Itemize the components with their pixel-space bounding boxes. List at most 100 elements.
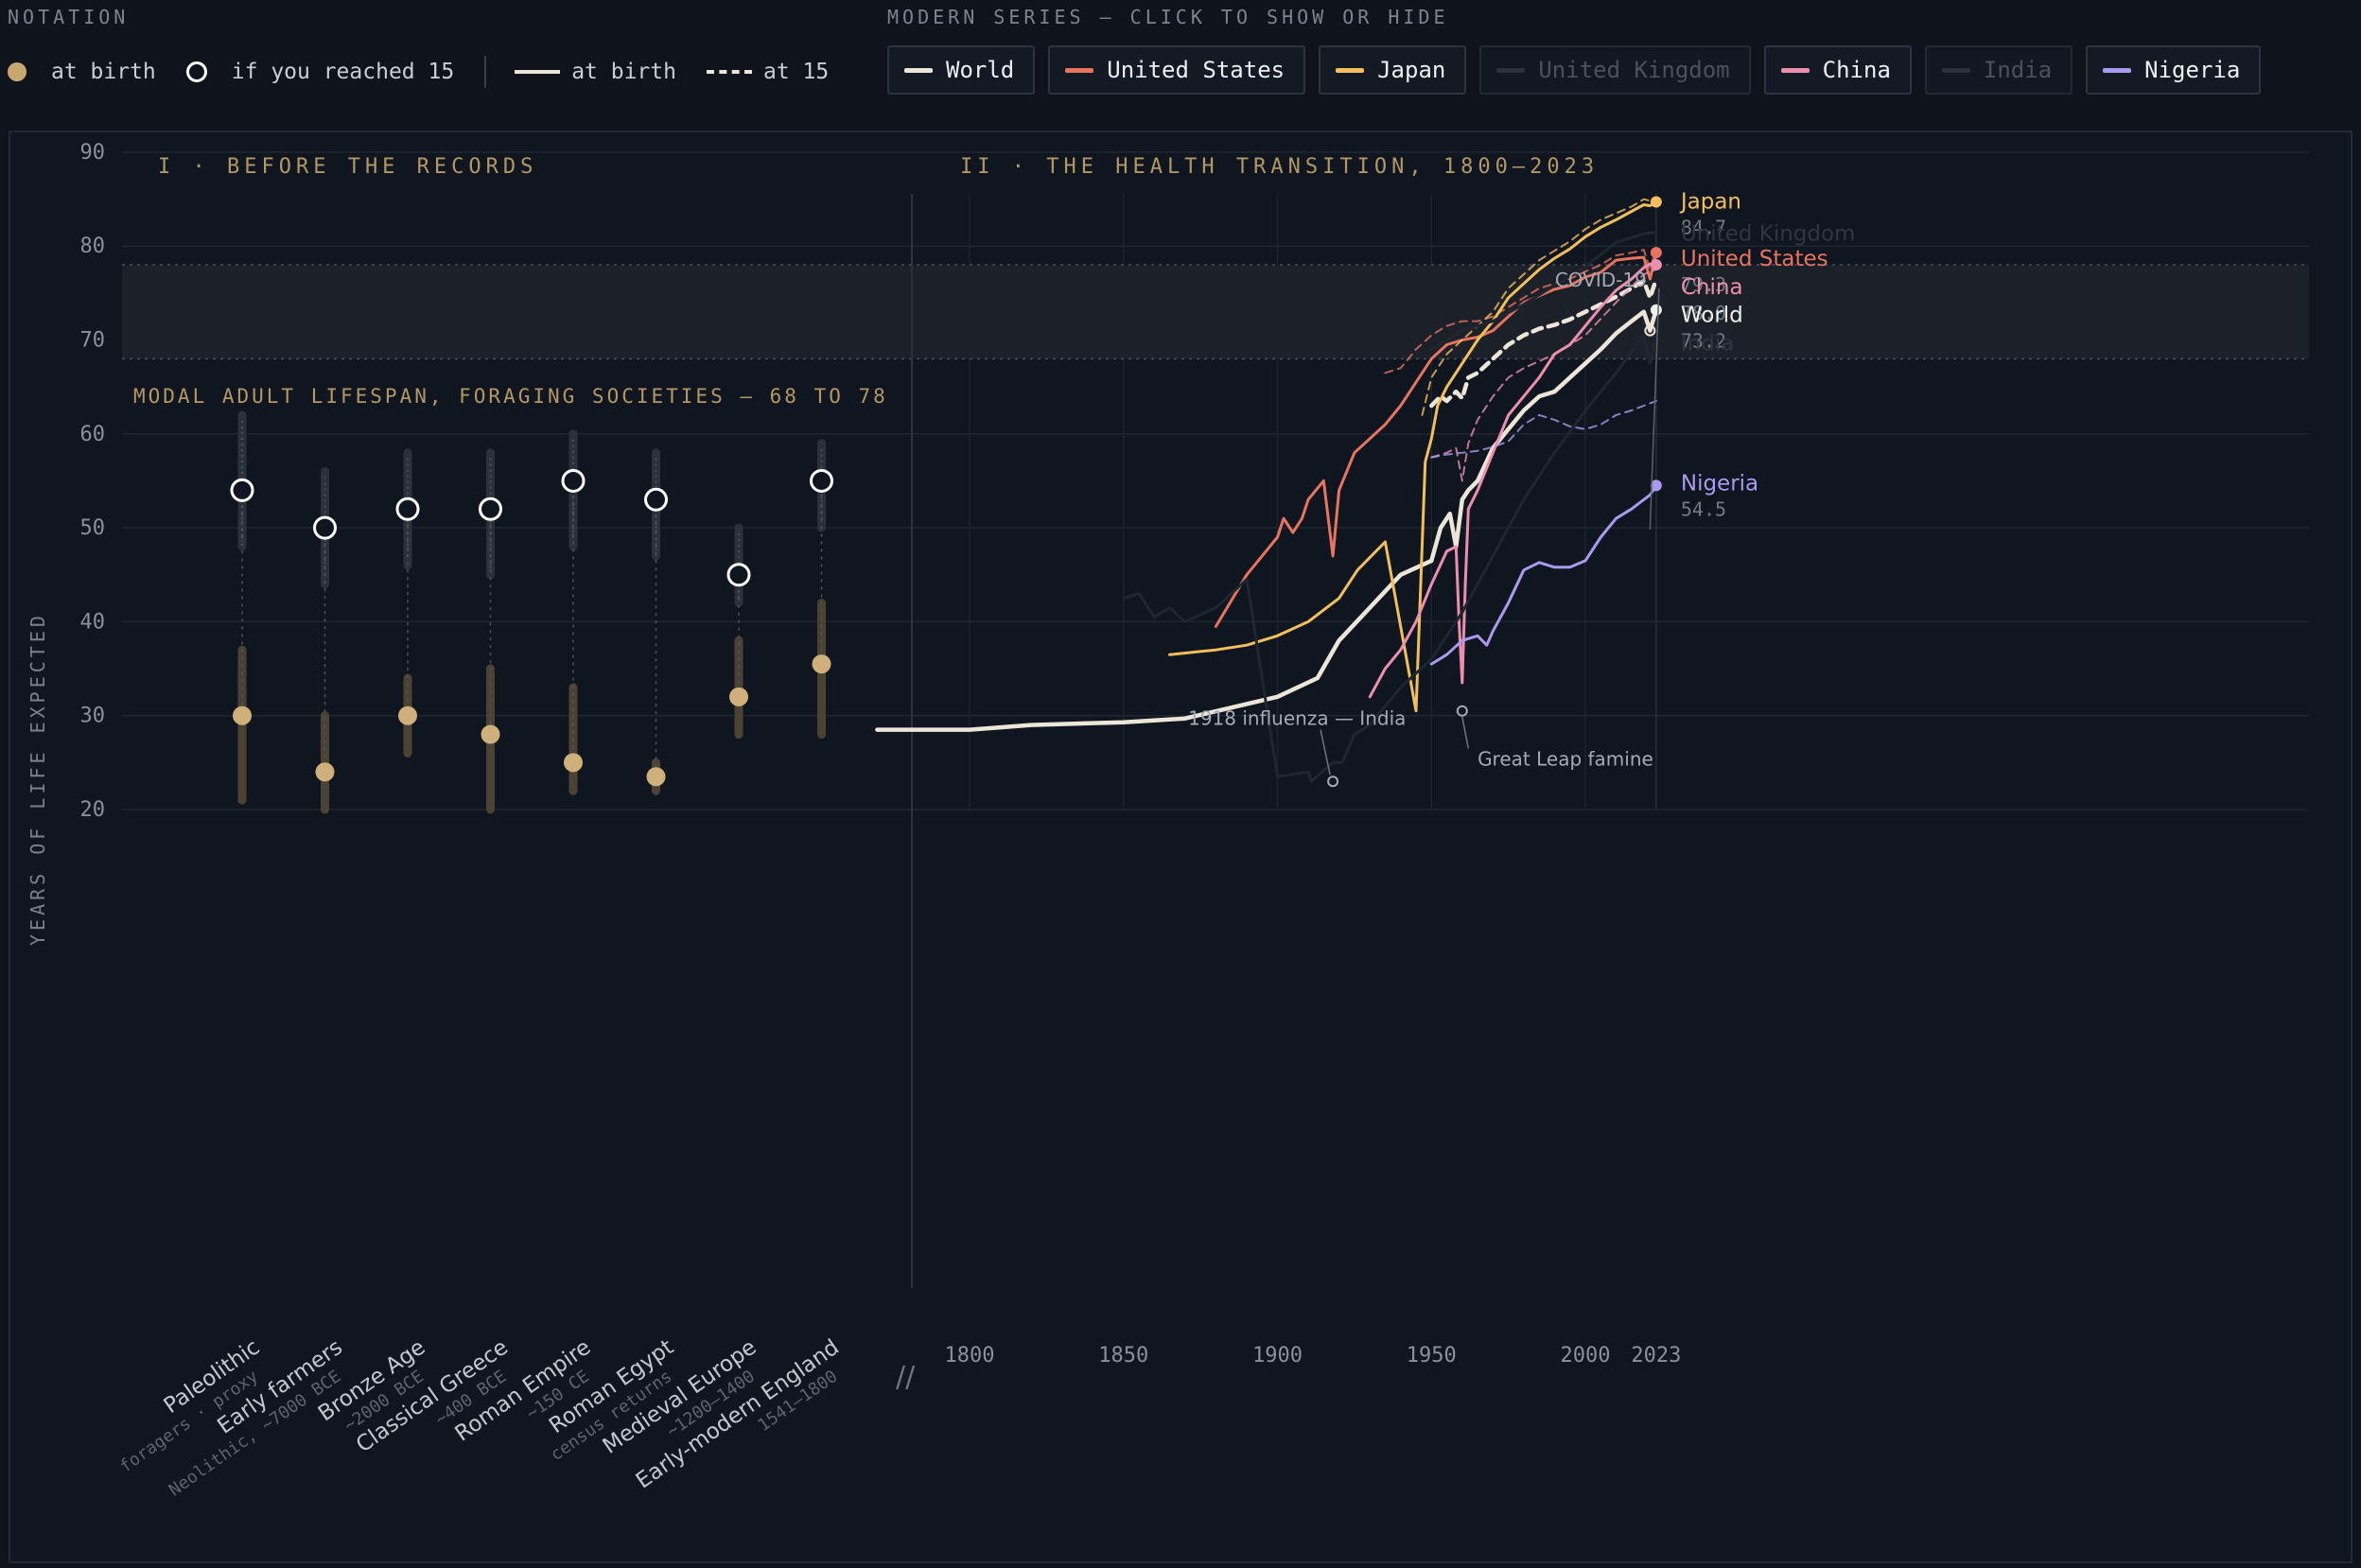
china-birth-line bbox=[1368, 262, 1658, 699]
birth-dot bbox=[315, 762, 335, 782]
world-birth-line bbox=[875, 307, 1659, 732]
end-label-name: Nigeria bbox=[1681, 471, 1758, 496]
y-tick-label: 50 bbox=[80, 516, 106, 540]
band-label: MODAL ADULT LIFESPAN, FORAGING SOCIETIES… bbox=[133, 385, 888, 408]
covid-marker-line bbox=[1649, 287, 1660, 531]
series-swatch bbox=[1336, 67, 1365, 73]
legend-button-japan[interactable]: Japan bbox=[1319, 45, 1467, 95]
end-label-value: 84.7 bbox=[1681, 217, 1726, 239]
dashed-line-icon bbox=[706, 70, 752, 74]
section-1-title: I · BEFORE THE RECORDS bbox=[158, 155, 537, 179]
at15-ring bbox=[561, 468, 586, 493]
birth-dot bbox=[812, 654, 831, 674]
legend-label: United States bbox=[1107, 57, 1285, 83]
legend-label: Japan bbox=[1377, 57, 1446, 83]
birth-dot bbox=[233, 706, 252, 725]
x-tick-label: 1800 bbox=[945, 1344, 995, 1368]
nigeria-birth-line bbox=[1429, 483, 1658, 666]
birth-dot bbox=[481, 724, 500, 744]
end-label-value: 78.0 bbox=[1681, 302, 1726, 324]
solid-line-icon bbox=[515, 70, 561, 74]
series-end-dot bbox=[1650, 259, 1662, 271]
legend-label: United Kingdom bbox=[1538, 57, 1730, 83]
at15-ring bbox=[479, 497, 502, 521]
y-tick-label: 40 bbox=[80, 610, 106, 634]
series-end-dot bbox=[1650, 247, 1662, 259]
x-tick-label: 1900 bbox=[1252, 1344, 1303, 1368]
united-states-birth-line bbox=[1214, 251, 1658, 628]
legend-label: India bbox=[1983, 57, 2053, 83]
series-swatch bbox=[1941, 67, 1970, 73]
legend-button-china[interactable]: China bbox=[1763, 45, 1912, 95]
covid-annotation: COVID-19 bbox=[1555, 269, 1647, 291]
legend-button-nigeria[interactable]: Nigeria bbox=[2086, 45, 2262, 95]
end-label-name: United Kingdom bbox=[1681, 221, 1856, 246]
end-label-value: 73.2 bbox=[1681, 330, 1726, 353]
series-end-dot bbox=[1650, 304, 1662, 316]
end-label-name: United States bbox=[1681, 247, 1828, 271]
famine-marker bbox=[1456, 705, 1468, 717]
end-label-value: 54.5 bbox=[1681, 497, 1726, 520]
y-tick-label: 30 bbox=[80, 705, 106, 728]
chart-panel: MODAL ADULT LIFESPAN, FORAGING SOCIETIES… bbox=[9, 131, 2352, 1563]
top-bar: NOTATION at birth if you reached 15 at b… bbox=[0, 0, 2361, 123]
end-label-name: India bbox=[1681, 331, 1734, 356]
y-tick-label: 60 bbox=[80, 423, 106, 446]
series-end-dot bbox=[1650, 196, 1662, 208]
notation-line-at-15: at 15 bbox=[762, 60, 830, 84]
at15-ring bbox=[810, 468, 833, 493]
life-expectancy-chart: MODAL ADULT LIFESPAN, FORAGING SOCIETIES… bbox=[26, 141, 2309, 1500]
y-tick-label: 20 bbox=[80, 798, 106, 822]
notation-key: at birth if you reached 15 at birth at 1… bbox=[8, 55, 859, 89]
series-swatch bbox=[1780, 67, 1810, 73]
famine-annotation: Great Leap famine bbox=[1478, 747, 1653, 770]
foraging-lifespan-band bbox=[122, 265, 2309, 359]
notation-at-birth: at birth bbox=[51, 60, 156, 84]
notation-heading: NOTATION bbox=[8, 6, 130, 28]
japan-at15-line bbox=[1421, 198, 1657, 416]
legend-label: World bbox=[946, 57, 1015, 83]
y-tick-label: 80 bbox=[80, 235, 106, 258]
axis-break-mark: // bbox=[896, 1361, 916, 1394]
series-swatch bbox=[1065, 67, 1094, 73]
legend-heading: MODERN SERIES — CLICK TO SHOW OR HIDE bbox=[887, 6, 1449, 28]
legend-button-united-states[interactable]: United States bbox=[1048, 45, 1306, 95]
legend-button-world[interactable]: World bbox=[887, 45, 1036, 95]
famine-leader-line bbox=[1461, 716, 1470, 749]
legend-button-india[interactable]: India bbox=[1924, 45, 2073, 95]
united-states-at15-line bbox=[1384, 247, 1657, 375]
x-tick-label: 1950 bbox=[1407, 1344, 1457, 1368]
x-tick-label: 2000 bbox=[1561, 1344, 1611, 1368]
birth-dot bbox=[398, 706, 417, 725]
united-kingdom-birth-line bbox=[1429, 230, 1658, 351]
series-swatch bbox=[2103, 67, 2132, 73]
at15-ring bbox=[230, 478, 254, 502]
influenza-marker bbox=[1327, 775, 1339, 788]
series-swatch bbox=[1496, 67, 1526, 73]
japan-birth-line bbox=[1168, 200, 1658, 713]
end-label-name: China bbox=[1681, 275, 1743, 300]
nigeria-at15-line bbox=[1430, 400, 1657, 459]
x-tick-label: 2023 bbox=[1631, 1344, 1681, 1368]
birth-dot bbox=[646, 767, 666, 787]
section-2-title: II · THE HEALTH TRANSITION, 1800–2023 bbox=[960, 155, 1599, 179]
end-label-name: World bbox=[1681, 304, 1743, 328]
at15-ring bbox=[313, 515, 337, 540]
end-label-name: Japan bbox=[1679, 190, 1741, 215]
covid-dip-marker bbox=[1644, 324, 1656, 337]
at15-ring bbox=[395, 497, 420, 521]
at15-ring bbox=[644, 487, 668, 512]
notation-line-at-birth: at birth bbox=[571, 60, 676, 84]
birth-dot bbox=[729, 687, 748, 706]
filled-dot-icon bbox=[8, 62, 26, 81]
series-end-dot bbox=[1650, 479, 1662, 492]
series-legend: World United States Japan United Kingdom… bbox=[887, 45, 2262, 95]
legend-button-united-kingdom[interactable]: United Kingdom bbox=[1479, 45, 1751, 95]
x-tick-label: 1850 bbox=[1098, 1344, 1148, 1368]
series-swatch bbox=[904, 67, 933, 73]
end-label-value: 79.3 bbox=[1681, 273, 1726, 296]
influenza-leader-line bbox=[1320, 729, 1331, 775]
notation-if-reached-15: if you reached 15 bbox=[231, 60, 455, 84]
world-at15-line bbox=[1429, 276, 1659, 409]
influenza-annotation: 1918 influenza — India bbox=[1188, 707, 1406, 730]
